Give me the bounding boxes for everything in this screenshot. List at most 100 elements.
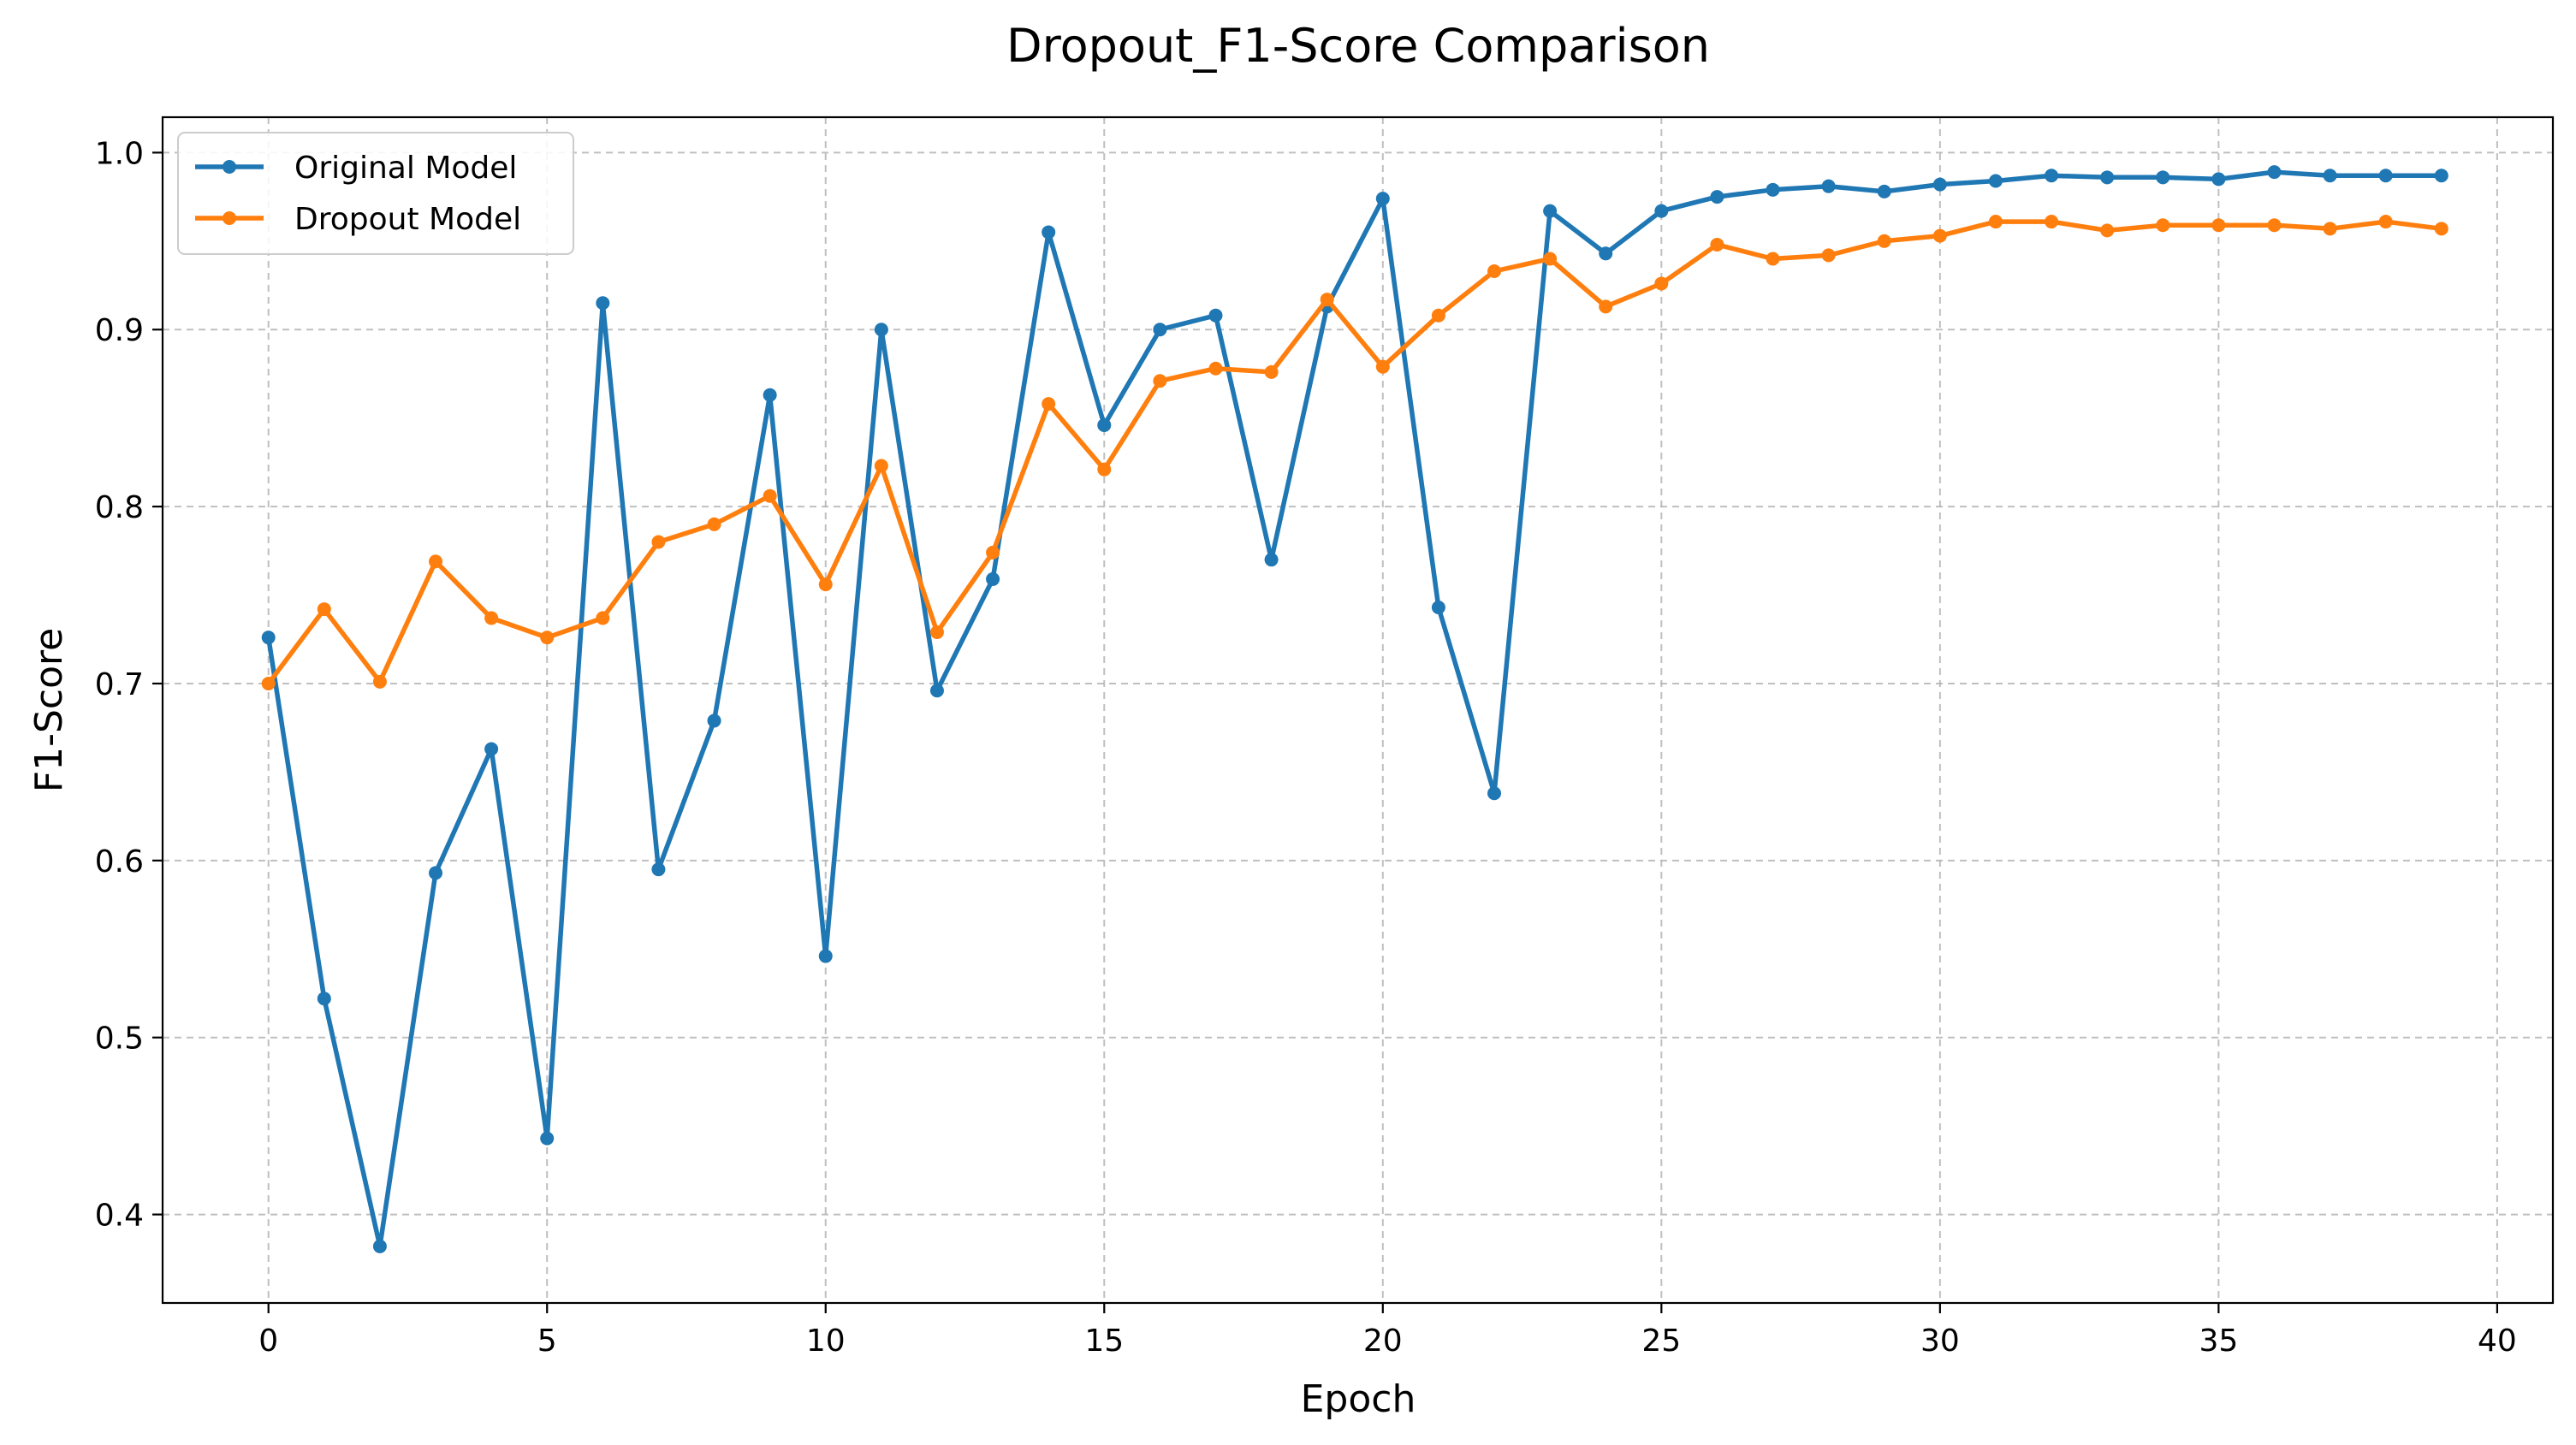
series-dropout-model: [261, 215, 2448, 690]
data-point-original-model: [1710, 190, 1724, 204]
data-point-dropout-model: [1988, 215, 2003, 229]
data-point-dropout-model: [874, 459, 888, 473]
data-point-dropout-model: [818, 577, 833, 592]
y-tick-label: 0.6: [95, 844, 144, 879]
data-point-dropout-model: [1264, 364, 1279, 379]
data-point-dropout-model: [1710, 237, 1724, 252]
y-tick-label: 0.8: [95, 490, 144, 525]
data-point-original-model: [1042, 225, 1056, 240]
y-tick-label: 0.5: [95, 1022, 144, 1057]
data-point-original-model: [2323, 169, 2337, 183]
data-point-original-model: [1654, 204, 1669, 218]
x-axis-label: Epoch: [1301, 1377, 1416, 1421]
x-axis: 0 5 10 15 20 25 30 35 40: [258, 1303, 2517, 1359]
data-point-dropout-model: [1877, 234, 1891, 248]
data-point-dropout-model: [2100, 223, 2115, 238]
data-point-dropout-model: [929, 625, 944, 639]
legend-label: Original Model: [294, 151, 517, 186]
x-tick-label: 30: [1920, 1324, 1960, 1359]
data-point-dropout-model: [1375, 359, 1390, 374]
data-point-original-model: [1097, 418, 1112, 432]
data-point-original-model: [1988, 174, 2003, 188]
data-point-original-model: [317, 992, 331, 1006]
data-point-original-model: [2378, 169, 2393, 183]
x-tick-label: 35: [2199, 1324, 2238, 1359]
y-axis: 0.4 0.5 0.6 0.7 0.8 0.9 1.0: [95, 136, 163, 1234]
data-point-dropout-model: [1042, 397, 1056, 412]
data-point-dropout-model: [596, 611, 610, 625]
data-point-original-model: [1375, 192, 1390, 206]
y-axis-label: F1-Score: [27, 628, 71, 792]
x-tick-label: 0: [258, 1324, 278, 1359]
grid-lines: [163, 117, 2553, 1303]
data-point-dropout-model: [707, 517, 721, 531]
data-point-original-model: [1932, 177, 1947, 192]
data-point-original-model: [1543, 204, 1558, 218]
data-point-dropout-model: [2267, 218, 2282, 233]
data-point-original-model: [2267, 165, 2282, 180]
legend-label: Dropout Model: [294, 202, 521, 237]
data-point-dropout-model: [1487, 264, 1502, 278]
data-point-original-model: [707, 714, 721, 728]
data-point-original-model: [2100, 170, 2115, 185]
data-point-original-model: [986, 571, 1000, 586]
data-point-dropout-model: [651, 535, 666, 549]
data-point-dropout-model: [2211, 218, 2226, 233]
x-tick-label: 20: [1363, 1324, 1403, 1359]
data-point-original-model: [484, 742, 499, 756]
data-point-dropout-model: [1097, 462, 1112, 477]
x-tick-label: 5: [537, 1324, 557, 1359]
data-point-dropout-model: [986, 545, 1000, 560]
data-point-dropout-model: [1208, 361, 1223, 376]
data-point-dropout-model: [1654, 276, 1669, 291]
data-point-original-model: [1877, 184, 1891, 198]
data-point-original-model: [1208, 308, 1223, 323]
y-tick-label: 0.4: [95, 1199, 144, 1234]
data-point-dropout-model: [1766, 252, 1780, 266]
data-point-original-model: [874, 323, 888, 337]
data-point-dropout-model: [2045, 215, 2059, 229]
data-point-original-model: [429, 866, 443, 880]
series-original-model: [261, 165, 2448, 1253]
data-point-dropout-model: [429, 554, 443, 569]
data-point-original-model: [596, 296, 610, 311]
data-point-original-model: [2156, 170, 2170, 185]
data-point-dropout-model: [484, 611, 499, 625]
y-tick-label: 0.7: [95, 667, 144, 702]
plot-frame: [161, 115, 2555, 1305]
data-point-original-model: [1264, 553, 1279, 567]
x-tick-label: 15: [1084, 1324, 1124, 1359]
data-point-dropout-model: [763, 489, 777, 503]
data-point-dropout-model: [317, 602, 331, 617]
data-point-dropout-model: [372, 674, 387, 689]
y-tick-label: 1.0: [95, 136, 144, 171]
y-tick-label: 0.9: [95, 313, 144, 348]
data-point-dropout-model: [1153, 374, 1167, 388]
data-point-dropout-model: [261, 676, 276, 690]
data-point-dropout-model: [2323, 222, 2337, 236]
legend-swatch-marker: [223, 160, 236, 174]
data-point-dropout-model: [1431, 308, 1445, 323]
data-point-dropout-model: [1599, 299, 1613, 314]
data-point-original-model: [929, 684, 944, 698]
data-point-original-model: [2434, 169, 2448, 183]
data-point-original-model: [1153, 323, 1167, 337]
series-line-dropout-model: [265, 219, 2444, 686]
legend: Original Model Dropout Model: [177, 132, 574, 255]
data-point-dropout-model: [540, 631, 555, 645]
data-point-dropout-model: [1543, 252, 1558, 266]
data-point-original-model: [1431, 601, 1445, 615]
data-point-original-model: [2045, 169, 2059, 183]
data-point-dropout-model: [1320, 293, 1334, 307]
data-point-dropout-model: [2434, 222, 2448, 236]
x-tick-label: 10: [806, 1324, 846, 1359]
legend-swatch-marker: [223, 211, 236, 225]
data-point-original-model: [651, 862, 666, 877]
chart-title: Dropout_F1-Score Comparison: [1006, 19, 1710, 73]
legend-box: [177, 132, 574, 255]
series-group: [261, 165, 2448, 1253]
data-point-dropout-model: [1932, 228, 1947, 243]
data-point-original-model: [818, 949, 833, 963]
data-point-original-model: [1821, 179, 1836, 193]
